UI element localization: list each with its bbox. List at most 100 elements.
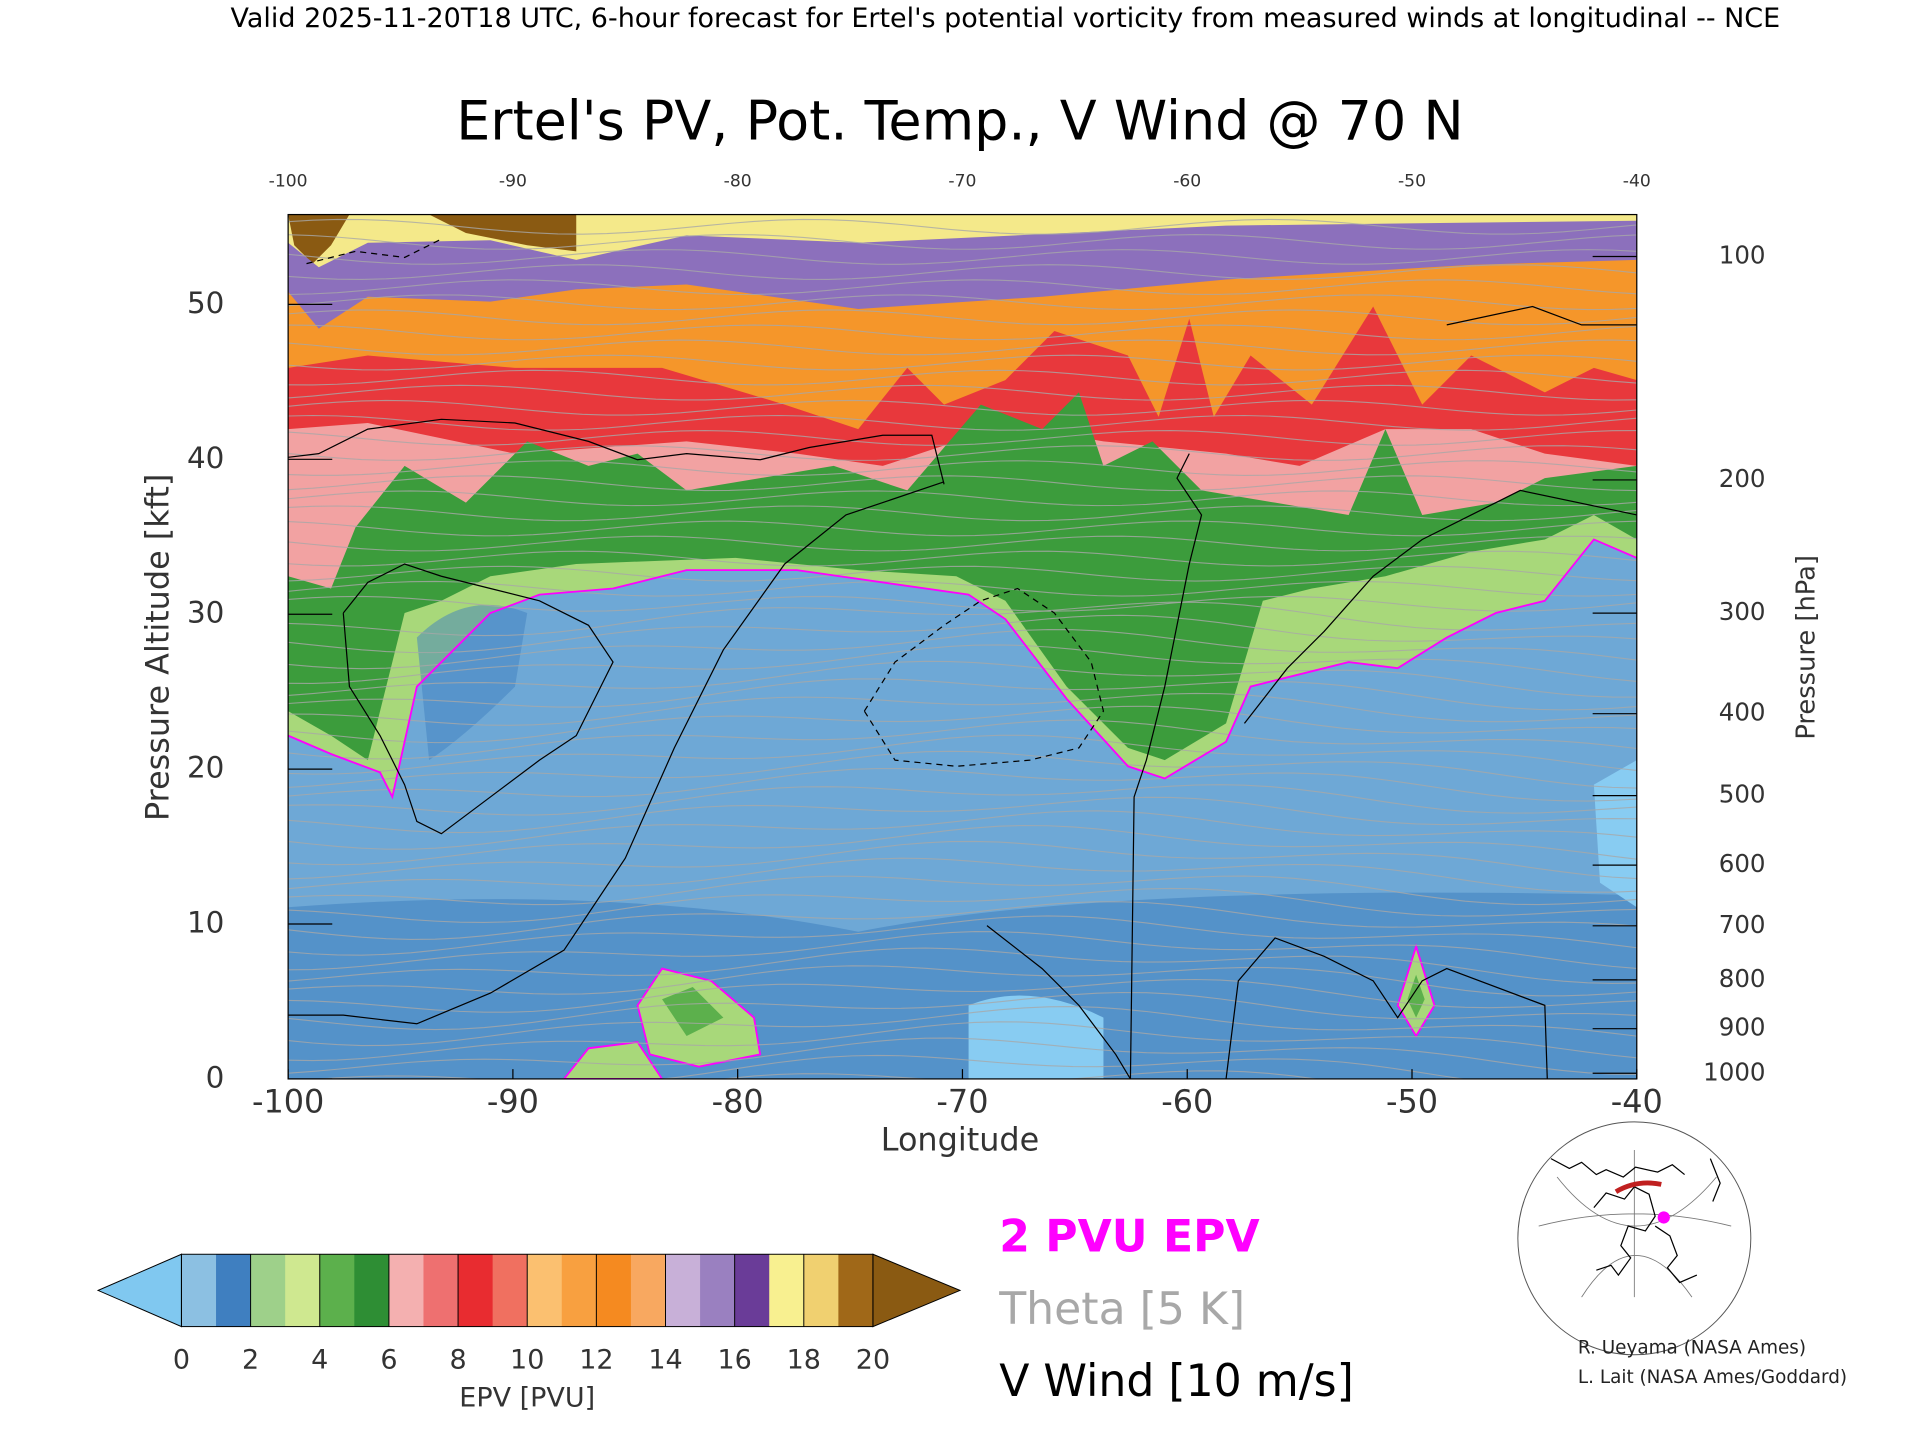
- y2-tick-label: 800: [1719, 964, 1766, 993]
- theta-contour: [288, 580, 1637, 597]
- theta-contour: [288, 678, 1637, 711]
- theta-contour: [288, 505, 1637, 522]
- theta-contour: [288, 978, 1637, 1013]
- theta-contour: [288, 490, 1637, 507]
- wind-contour: [306, 238, 1105, 767]
- theta-contour: [288, 369, 1637, 386]
- colorbar-swatch: [492, 1254, 528, 1327]
- legend-entry: 2 PVU EPV: [999, 1212, 1259, 1263]
- theta-contour: [288, 824, 1637, 866]
- y-tick-label: 30: [187, 596, 224, 630]
- y-axis-label: Pressure Altitude [kft]: [138, 474, 176, 821]
- colorbar-tick-label: 14: [648, 1344, 682, 1375]
- wind-contour: [288, 481, 945, 1025]
- theta-contour: [288, 384, 1637, 401]
- theta-contour: [288, 875, 1637, 906]
- y2-tick-label: 200: [1719, 464, 1766, 493]
- y-tick-label: 50: [187, 286, 224, 320]
- wind-contour: [1129, 453, 1203, 1079]
- map-frame: [1539, 1150, 1731, 1297]
- theta-contour: [288, 414, 1637, 431]
- x-top-tick-label: -100: [269, 171, 308, 191]
- y2-tick-label: 100: [1719, 241, 1766, 270]
- section-line: [1614, 1180, 1662, 1194]
- plot-frame: [287, 213, 1638, 1080]
- x-top-tick-label: -50: [1398, 171, 1426, 191]
- x-top-tick-label: -90: [499, 171, 527, 191]
- y2-tick-label: 900: [1719, 1013, 1766, 1042]
- theta-contour: [288, 840, 1637, 880]
- pv-layer: [288, 892, 1637, 1079]
- x-tick-label: -80: [712, 1082, 764, 1120]
- colorbar-swatch: [423, 1254, 459, 1327]
- colorbar-swatch: [803, 1254, 839, 1327]
- theta-contour: [288, 324, 1637, 341]
- theta-contour: [288, 810, 1637, 850]
- colorbar-tick-label: 0: [173, 1344, 190, 1375]
- chart-title: Ertel's PV, Pot. Temp., V Wind @ 70 N: [456, 90, 1464, 153]
- colorbar-swatch: [216, 1254, 252, 1327]
- theta-contour: [288, 692, 1637, 726]
- y-tick-label: 0: [206, 1060, 225, 1094]
- theta-contour: [288, 264, 1637, 280]
- theta-contour: [288, 294, 1637, 311]
- y2-tick-label: 700: [1719, 910, 1766, 939]
- x-tick-label: -50: [1386, 1082, 1438, 1120]
- colorbar-tick-label: 16: [717, 1344, 751, 1375]
- theta-contour: [288, 1006, 1637, 1047]
- theta-contour: [288, 279, 1637, 296]
- colorbar-tick-label: 8: [449, 1344, 466, 1375]
- colorbar-swatch: [769, 1254, 805, 1327]
- theta-contour: [288, 309, 1637, 326]
- theta-contour: [288, 734, 1637, 775]
- theta-contour: [288, 339, 1637, 356]
- map-ring: [1517, 1121, 1752, 1356]
- colorbar-tick-label: 20: [856, 1344, 890, 1375]
- theta-contour: [288, 931, 1637, 971]
- x-tick-label: -40: [1611, 1082, 1663, 1120]
- colorbar-swatch: [354, 1254, 390, 1327]
- colorbar-label: EPV [PVU]: [459, 1382, 595, 1413]
- colorbar-swatch: [665, 1254, 701, 1327]
- colorbar-swatch: [527, 1254, 563, 1327]
- colorbar-swatch: [596, 1254, 632, 1327]
- x-tick-label: -100: [252, 1082, 324, 1120]
- theta-contour: [288, 784, 1637, 816]
- colorbar-swatch: [838, 1254, 874, 1327]
- theta-contour: [288, 460, 1637, 477]
- theta-contour: [288, 218, 1637, 235]
- theta-contour: [288, 750, 1637, 789]
- colorbar-tick-label: 12: [579, 1344, 613, 1375]
- theta-contour: [288, 233, 1637, 250]
- theta-contour: [288, 719, 1637, 760]
- wind-contour: [1243, 489, 1637, 724]
- theta-contour: [288, 1037, 1637, 1075]
- pv-layer: [288, 214, 577, 264]
- colorbar-tick-label: 10: [510, 1344, 544, 1375]
- colorbar-tick-label: 18: [787, 1344, 821, 1375]
- y2-tick-label: 500: [1719, 780, 1766, 809]
- colorbar-tick-label: 6: [380, 1344, 397, 1375]
- theta-contour: [288, 915, 1637, 956]
- theta-contour: [288, 550, 1637, 567]
- theta-contour: [288, 660, 1637, 698]
- map-graticule: [1538, 1150, 1732, 1298]
- x-tick-label: -60: [1161, 1082, 1213, 1120]
- locator-map: [1517, 1121, 1752, 1356]
- theta-contour: [288, 1021, 1637, 1062]
- theta-contour: [288, 565, 1637, 582]
- colorbar-swatch: [458, 1254, 494, 1327]
- y2-tick-label: 1000: [1703, 1057, 1765, 1086]
- x-top-tick-label: -60: [1173, 171, 1201, 191]
- pv-field: [288, 214, 1637, 1079]
- wind-contour: [986, 925, 1131, 1079]
- credit: R. Ueyama (NASA Ames): [1578, 1338, 1806, 1359]
- theta-contour: [288, 901, 1637, 940]
- x-top-tick-label: -80: [724, 171, 752, 191]
- colorbar-tick-label: 2: [242, 1344, 259, 1375]
- colorbar-under: [96, 1253, 182, 1328]
- colorbar-swatch: [388, 1254, 425, 1327]
- y-tick-label: 40: [187, 441, 224, 475]
